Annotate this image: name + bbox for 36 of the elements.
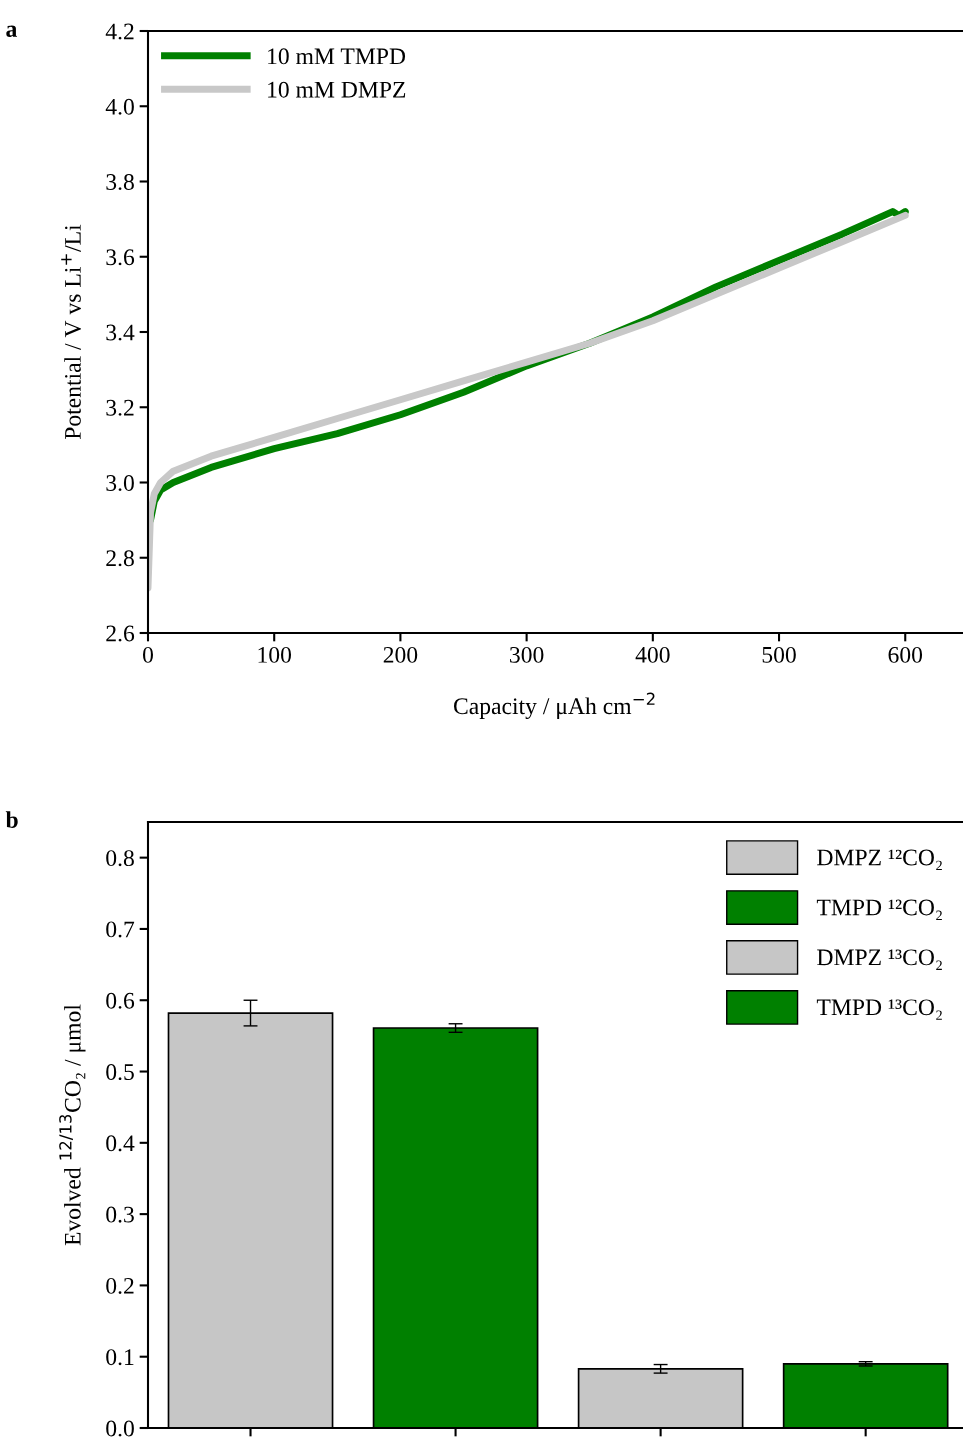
x-tick-label: 200 (383, 646, 418, 663)
y-tick-label: 0.3 (106, 1206, 134, 1223)
legend-label: DMPZ ¹²CO₂ (817, 849, 942, 871)
legend-label: TMPD ¹²CO₂ (816, 899, 942, 920)
chart-title: b (5, 811, 18, 828)
y-tick-label: 3.4 (106, 324, 135, 341)
chart-title: a (6, 25, 17, 37)
legend-label: 10 mM DMPZ (268, 81, 406, 98)
y-tick-label: 3.6 (106, 249, 135, 266)
x-tick-label: 600 (888, 646, 923, 663)
legend-label: 10 mM TMPD (268, 48, 406, 65)
y-tick-label: 0.1 (106, 1349, 134, 1366)
y-tick-label: 0.2 (106, 1277, 134, 1294)
x-tick-label: 100 (258, 646, 292, 663)
y-axis-title: Evolved $^{12/13}$CO₂ / μmol (59, 1004, 86, 1246)
x-tick-label: 300 (510, 646, 544, 663)
y-tick-label: 3.0 (106, 474, 134, 492)
y-tick-label: 4.0 (105, 98, 134, 115)
y-tick-label: 2.8 (106, 550, 134, 567)
y-tick-label: 0.6 (106, 992, 135, 1009)
x-tick-label: 500 (762, 646, 796, 663)
legend-label: DMPZ ¹³CO₂ (817, 949, 942, 970)
legend-label: TMPD ¹³CO₂ (816, 999, 942, 1020)
y-tick-label: 3.2 (106, 399, 134, 416)
y-axis-title: Potential / V vs Li$^{+}$/Li (61, 224, 81, 440)
y-tick-label: 0.0 (106, 1420, 134, 1437)
y-tick-label: 4.2 (105, 23, 134, 40)
y-tick-label: 0.8 (106, 850, 134, 867)
x-tick-label: 0 (143, 646, 153, 663)
x-axis-title: Capacity / μAh cm$^{−2}$ (453, 692, 655, 720)
x-tick-label: 400 (635, 646, 670, 663)
y-tick-label: 0.5 (106, 1064, 134, 1081)
y-tick-label: 2.6 (106, 625, 135, 642)
y-tick-label: 0.4 (106, 1135, 135, 1152)
y-tick-label: 0.7 (106, 921, 135, 938)
y-tick-label: 3.8 (106, 173, 134, 191)
